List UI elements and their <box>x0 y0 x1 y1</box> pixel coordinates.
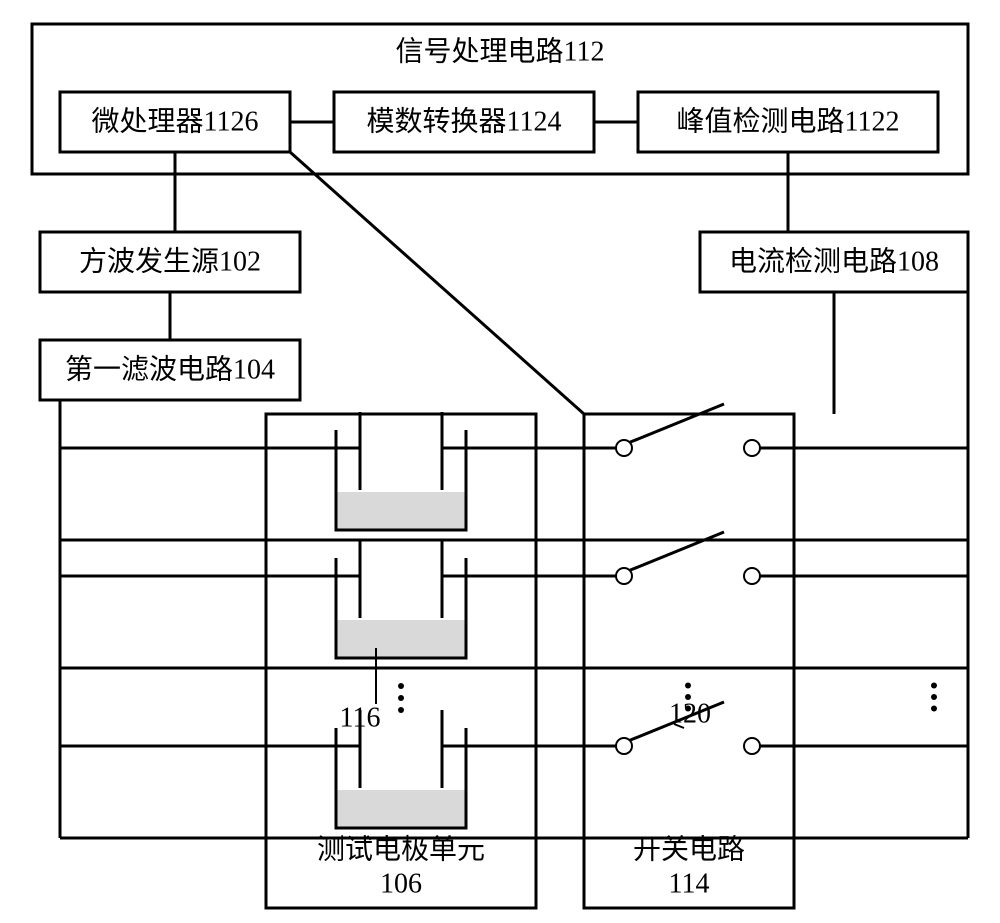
square-wave-block-label: 方波发生源102 <box>79 245 261 277</box>
current-detect-block: 电流检测电路108 <box>700 232 968 292</box>
peak-block-label: 峰值检测电路1122 <box>677 105 900 137</box>
switch-circuit-label: 开关电路 <box>633 833 745 865</box>
adc-block: 模数转换器1124 <box>334 92 594 152</box>
svg-text:114: 114 <box>669 868 710 899</box>
filter-block: 第一滤波电路104 <box>40 340 300 400</box>
switch <box>616 404 760 456</box>
mpu-block: 微处理器1126 <box>60 92 290 152</box>
outer-title: 信号处理电路112 <box>396 35 605 67</box>
ref-116: 116 <box>340 702 381 733</box>
electrode-cup <box>336 412 466 530</box>
test-unit-label: 测试电极单元 <box>317 833 485 865</box>
svg-text:106: 106 <box>380 868 422 899</box>
current-detect-block-label: 电流检测电路108 <box>729 245 939 277</box>
square-wave-block: 方波发生源102 <box>40 232 300 292</box>
mpu-block-label: 微处理器1126 <box>92 105 259 137</box>
filter-block-label: 第一滤波电路104 <box>65 353 275 385</box>
electrode-cup <box>336 540 466 658</box>
adc-block-label: 模数转换器1124 <box>367 105 562 137</box>
peak-block: 峰值检测电路1122 <box>638 92 938 152</box>
